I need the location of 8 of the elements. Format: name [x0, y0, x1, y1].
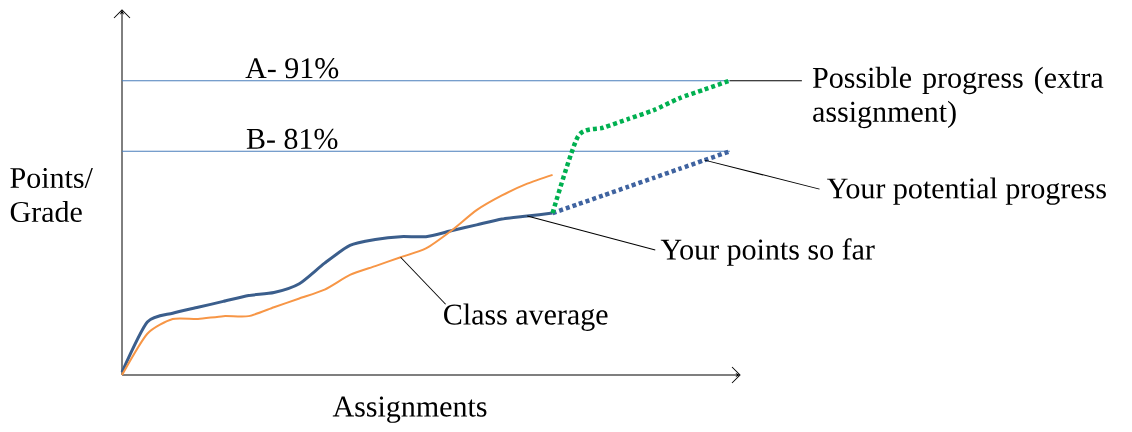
ref-line-label: B- 81%: [246, 128, 338, 150]
x-axis-title: Assignments: [332, 396, 487, 423]
ref-line-label: A- 91%: [245, 58, 339, 79]
text: Possible progress (extra assignment): [812, 66, 1104, 129]
text: Your points so far: [660, 238, 875, 266]
text: Your potential progress: [827, 177, 1106, 205]
series-label: Class average: [444, 303, 608, 331]
y-axis-title: Points/ Grade: [10, 167, 93, 223]
